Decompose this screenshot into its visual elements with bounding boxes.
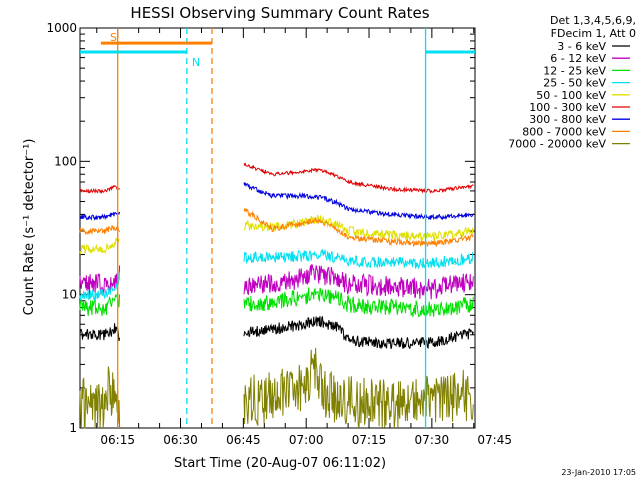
y-tick-label: 1000 (46, 21, 77, 35)
series-line-5 (79, 162, 474, 195)
plot-area: 1 10 100 1000 06:15 06:30 06:45 07:00 07:15 07:30… (46, 21, 512, 447)
interval-label-0: S (110, 31, 117, 44)
series-line-8 (79, 347, 474, 429)
legend-header: FDecim 1, Att 0 (551, 27, 636, 40)
series-line-2 (79, 287, 474, 318)
y-axis-label: Count Rate (s⁻¹ detector⁻¹) (22, 139, 37, 316)
x-tick-label: 07:15 (352, 433, 387, 447)
y-tick-label: 10 (62, 288, 77, 302)
series-line-1 (79, 264, 474, 300)
chart-title: HESSI Observing Summary Count Rates (130, 4, 429, 22)
series-line-7 (79, 207, 474, 248)
plot-frame (79, 27, 476, 429)
legend-entry-label: 12 - 25 keV (543, 64, 606, 77)
legend-entry-label: 7000 - 20000 keV (508, 138, 606, 151)
x-tick-label: 07:00 (289, 433, 324, 447)
legend-entry-label: 100 - 300 keV (529, 101, 606, 114)
legend-header: Det 1,3,4,5,6,9, (550, 14, 636, 27)
legend-entry-label: 300 - 800 keV (529, 113, 606, 126)
x-tick-label: 07:45 (477, 433, 512, 447)
series-line-3 (79, 249, 474, 302)
legend-entry-label: 6 - 12 keV (550, 52, 606, 65)
x-tick-label: 06:45 (226, 433, 261, 447)
legend-entry-label: 50 - 100 keV (536, 89, 606, 102)
series-line-0 (79, 315, 474, 350)
legend-entry-label: 800 - 7000 keV (522, 125, 606, 138)
legend: Det 1,3,4,5,6,9,FDecim 1, Att 03 - 6 keV… (508, 14, 636, 151)
x-tick-label: 07:30 (415, 433, 450, 447)
legend-entry-label: 3 - 6 keV (557, 40, 606, 53)
x-tick-label: 06:15 (100, 433, 135, 447)
series-line-6 (79, 182, 474, 221)
y-tick-label: 100 (54, 154, 77, 168)
x-tick-label: 06:30 (163, 433, 198, 447)
timestamp: 23-Jan-2010 17:05 (561, 468, 636, 477)
legend-entry-label: 25 - 50 keV (543, 77, 606, 90)
x-axis-label: Start Time (20-Aug-07 06:11:02) (174, 456, 386, 471)
y-tick-label: 1 (69, 421, 77, 435)
interval-label-1: N (192, 56, 200, 69)
